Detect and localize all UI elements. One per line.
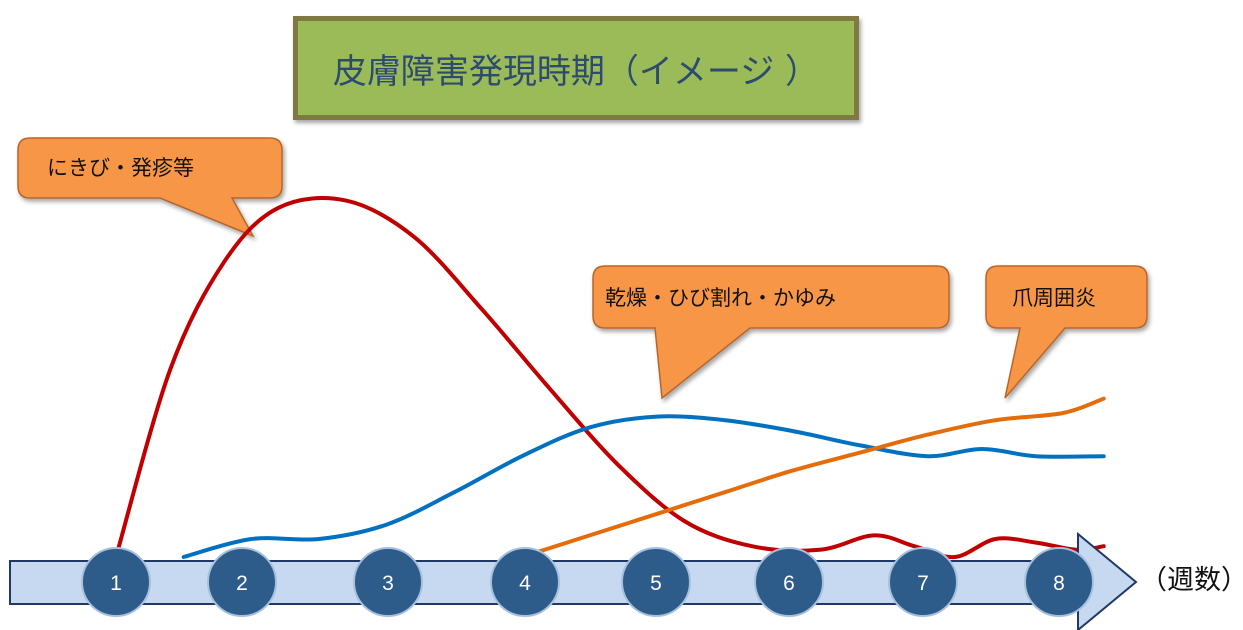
x-tick-label: 5 — [650, 572, 662, 595]
week-marker-4: 4 — [490, 547, 560, 617]
x-tick-label: 4 — [519, 572, 531, 595]
week-marker-7: 7 — [888, 547, 958, 617]
series-line-dryness — [181, 414, 1106, 559]
callout-dryness: 乾燥・ひび割れ・かゆみ — [592, 265, 950, 400]
series-layer — [114, 196, 1106, 560]
week-marker-6: 6 — [754, 547, 824, 617]
week-circle — [490, 547, 560, 617]
week-markers: 1 2 3 4 5 6 7 8 — [81, 547, 1094, 617]
x-tick-label: 7 — [917, 572, 929, 595]
series-line-acne — [114, 196, 1106, 560]
week-circle — [81, 547, 151, 617]
week-marker-8: 8 — [1024, 547, 1094, 617]
week-circle — [621, 547, 691, 617]
week-circle — [207, 547, 277, 617]
callout-paronychia-bubble — [985, 265, 1148, 399]
callout-dryness-label: 乾燥・ひび割れ・かゆみ — [605, 286, 836, 310]
callout-dryness-bubble — [592, 265, 950, 400]
callout-acne: にきび・発疹等 — [17, 137, 283, 238]
callout-paronychia-label: 爪周囲炎 — [1012, 286, 1096, 310]
week-circle — [353, 547, 423, 617]
timeline-arrow — [9, 531, 1138, 630]
week-marker-2: 2 — [207, 547, 277, 617]
week-marker-5: 5 — [621, 547, 691, 617]
week-marker-3: 3 — [353, 547, 423, 617]
week-circle — [1024, 547, 1094, 617]
week-circle — [888, 547, 958, 617]
callout-paronychia: 爪周囲炎 — [985, 265, 1148, 399]
week-circle — [754, 547, 824, 617]
x-tick-label: 6 — [783, 572, 795, 595]
x-tick-label: 1 — [110, 572, 122, 595]
week-marker-1: 1 — [81, 547, 151, 617]
callout-acne-label: にきび・発疹等 — [47, 156, 194, 180]
x-tick-label: 8 — [1053, 572, 1065, 595]
callout-acne-bubble — [17, 137, 283, 238]
x-axis-label: （週数） — [1140, 565, 1243, 596]
chart-title: 皮膚障害発現時期（イメージ ） — [293, 16, 859, 120]
series-line-paronychia — [519, 396, 1106, 559]
x-tick-label: 2 — [236, 572, 248, 595]
x-tick-label: 3 — [382, 572, 394, 595]
